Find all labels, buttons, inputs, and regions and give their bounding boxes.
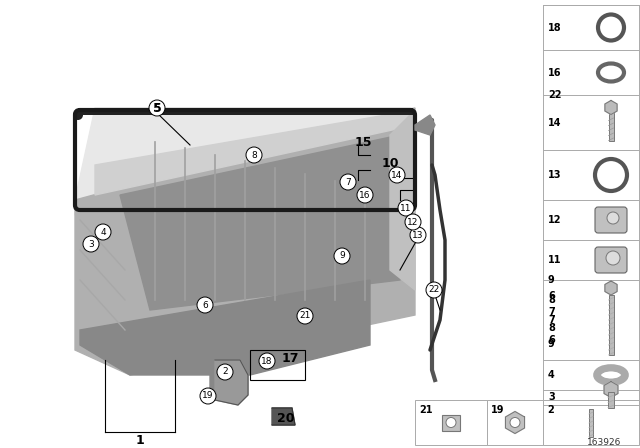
Text: 7: 7 bbox=[548, 315, 555, 325]
Circle shape bbox=[426, 282, 442, 298]
Text: 5: 5 bbox=[152, 102, 161, 115]
Text: 22: 22 bbox=[428, 285, 440, 294]
Text: 3: 3 bbox=[548, 392, 555, 402]
Text: 4: 4 bbox=[100, 228, 106, 237]
Polygon shape bbox=[604, 382, 618, 397]
Text: 19: 19 bbox=[491, 405, 504, 415]
Circle shape bbox=[357, 187, 373, 203]
Bar bbox=[609, 108, 614, 141]
Circle shape bbox=[606, 251, 620, 265]
Circle shape bbox=[149, 100, 165, 116]
Circle shape bbox=[389, 167, 405, 183]
Polygon shape bbox=[120, 135, 400, 310]
FancyBboxPatch shape bbox=[595, 247, 627, 273]
Polygon shape bbox=[272, 408, 295, 425]
Text: 13: 13 bbox=[548, 170, 561, 180]
Text: 7: 7 bbox=[548, 307, 555, 317]
Bar bbox=[250, 350, 305, 380]
Circle shape bbox=[405, 214, 421, 230]
Text: 9: 9 bbox=[548, 275, 555, 285]
Polygon shape bbox=[95, 110, 415, 195]
Polygon shape bbox=[210, 350, 230, 400]
Text: 16: 16 bbox=[548, 68, 561, 78]
Bar bbox=[589, 409, 593, 436]
Text: 8: 8 bbox=[251, 151, 257, 159]
Text: 15: 15 bbox=[355, 135, 372, 148]
Polygon shape bbox=[80, 280, 370, 375]
Text: 18: 18 bbox=[261, 357, 273, 366]
Polygon shape bbox=[506, 412, 525, 434]
Polygon shape bbox=[215, 360, 248, 405]
Polygon shape bbox=[605, 100, 617, 115]
Circle shape bbox=[73, 110, 83, 120]
Text: 3: 3 bbox=[88, 240, 94, 249]
Polygon shape bbox=[415, 115, 435, 135]
Ellipse shape bbox=[602, 371, 620, 379]
Circle shape bbox=[600, 164, 622, 186]
Text: 2: 2 bbox=[547, 405, 554, 415]
Circle shape bbox=[297, 308, 313, 324]
Circle shape bbox=[603, 20, 619, 35]
Text: 9: 9 bbox=[339, 251, 345, 260]
Text: 18: 18 bbox=[548, 22, 562, 33]
Text: 10: 10 bbox=[381, 156, 399, 169]
Circle shape bbox=[510, 418, 520, 427]
Text: 13: 13 bbox=[412, 231, 424, 240]
Text: 11: 11 bbox=[400, 203, 412, 212]
Circle shape bbox=[334, 248, 350, 264]
Text: 6: 6 bbox=[548, 291, 555, 301]
Text: 11: 11 bbox=[548, 255, 561, 265]
Circle shape bbox=[95, 224, 111, 240]
Circle shape bbox=[410, 227, 426, 243]
Text: 7: 7 bbox=[345, 177, 351, 186]
Bar bbox=[543, 400, 639, 445]
Bar bbox=[608, 392, 614, 408]
Text: 163926: 163926 bbox=[587, 438, 621, 447]
Text: 14: 14 bbox=[548, 117, 561, 128]
Polygon shape bbox=[75, 108, 415, 375]
Bar bbox=[609, 295, 614, 355]
Text: 20: 20 bbox=[277, 412, 295, 425]
Circle shape bbox=[200, 388, 216, 404]
Circle shape bbox=[398, 200, 414, 216]
Text: 14: 14 bbox=[391, 171, 403, 180]
Polygon shape bbox=[605, 281, 617, 295]
Text: 4: 4 bbox=[548, 370, 555, 380]
Circle shape bbox=[197, 297, 213, 313]
Text: 17: 17 bbox=[281, 352, 299, 365]
Text: 9: 9 bbox=[548, 339, 555, 349]
Text: 21: 21 bbox=[300, 311, 310, 320]
Polygon shape bbox=[75, 108, 415, 215]
Text: 5: 5 bbox=[154, 103, 160, 112]
Ellipse shape bbox=[601, 66, 621, 78]
Circle shape bbox=[217, 364, 233, 380]
Bar bbox=[543, 5, 639, 405]
Text: 1: 1 bbox=[136, 434, 145, 447]
Circle shape bbox=[340, 174, 356, 190]
Bar bbox=[487, 400, 543, 445]
Polygon shape bbox=[390, 110, 415, 290]
Bar bbox=[415, 400, 487, 445]
Text: 16: 16 bbox=[359, 190, 371, 199]
Circle shape bbox=[259, 353, 275, 369]
Text: 19: 19 bbox=[202, 392, 214, 401]
Circle shape bbox=[446, 418, 456, 427]
Text: 22: 22 bbox=[548, 90, 561, 100]
Text: 8: 8 bbox=[548, 295, 555, 305]
Text: 2: 2 bbox=[222, 367, 228, 376]
FancyBboxPatch shape bbox=[595, 207, 627, 233]
Circle shape bbox=[246, 147, 262, 163]
Text: 6: 6 bbox=[548, 335, 555, 345]
FancyBboxPatch shape bbox=[442, 414, 460, 431]
Circle shape bbox=[83, 236, 99, 252]
Text: 8: 8 bbox=[548, 323, 555, 333]
Circle shape bbox=[607, 212, 619, 224]
Bar bbox=[78, 108, 413, 115]
Text: 6: 6 bbox=[202, 301, 208, 310]
Text: 12: 12 bbox=[407, 217, 419, 227]
Text: 12: 12 bbox=[548, 215, 561, 225]
Text: 21: 21 bbox=[419, 405, 433, 415]
